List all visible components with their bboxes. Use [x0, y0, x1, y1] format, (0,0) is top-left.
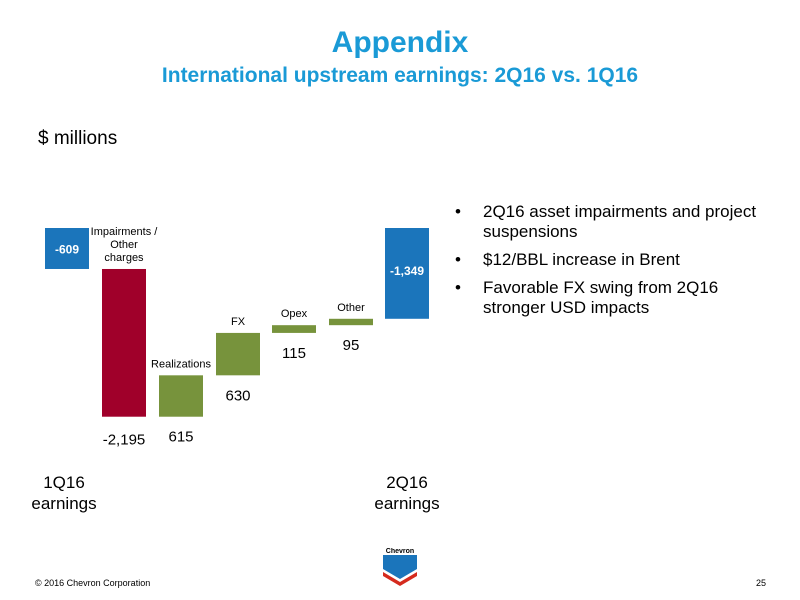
page-number: 25 [755, 578, 766, 588]
end-label: earnings [374, 494, 439, 513]
end-label: 2Q16 [386, 473, 428, 492]
bullet-text: Favorable FX swing from 2Q16 stronger US… [483, 278, 719, 317]
bullet-item: • $12/BBL increase in Brent [455, 250, 775, 270]
bar-realizations [159, 375, 203, 417]
page-title: Appendix [331, 26, 469, 59]
copyright: © 2016 Chevron Corporation [35, 578, 151, 588]
start-label: 1Q16 [43, 473, 85, 492]
logo-shield-bottom [383, 572, 417, 586]
bullet-dot: • [455, 202, 461, 221]
bullet-text: 2Q16 asset impairments and project suspe… [483, 202, 757, 241]
bullet-dot: • [455, 278, 461, 297]
bar-start [45, 228, 89, 269]
bar-fx [216, 332, 260, 376]
bullet-item: • 2Q16 asset impairments and project susp… [455, 202, 775, 242]
start-label: earnings [31, 494, 96, 513]
bullet-list: • 2Q16 asset impairments and project susp… [455, 202, 775, 326]
bar-opex [272, 325, 316, 333]
value-label-fx: 630 [225, 387, 250, 404]
page-subtitle: International upstream earnings: 2Q16 vs… [161, 64, 639, 87]
value-label-opex: 115 [282, 345, 306, 362]
value-label-impairments: -2,195 [103, 432, 146, 449]
bullet-item: • Favorable FX swing from 2Q16 stronger U… [455, 278, 775, 318]
bar-other [329, 318, 373, 326]
bullet-text: $12/BBL increase in Brent [483, 250, 680, 269]
category-label-other: Other [337, 302, 365, 314]
category-label-impairments: charges [104, 252, 144, 264]
value-label-start: -609 [55, 242, 79, 256]
category-label-impairments: Impairments / [91, 226, 159, 238]
value-label-end: -1,349 [390, 264, 424, 278]
logo-text: Chevron [386, 548, 414, 555]
value-label-other: 95 [343, 337, 360, 354]
bullet-dot: • [455, 250, 461, 269]
value-label-realizations: 615 [168, 429, 193, 446]
logo-shield-top [383, 555, 417, 579]
category-label-fx: FX [231, 316, 246, 328]
category-label-impairments: Other [110, 239, 138, 251]
bar-impairments [102, 268, 146, 417]
units-label: $ millions [38, 128, 118, 149]
chevron-logo-icon: Chevron [383, 548, 417, 586]
category-label-opex: Opex [281, 308, 308, 320]
category-label-realizations: Realizations [151, 358, 211, 370]
bar-end [385, 228, 429, 319]
